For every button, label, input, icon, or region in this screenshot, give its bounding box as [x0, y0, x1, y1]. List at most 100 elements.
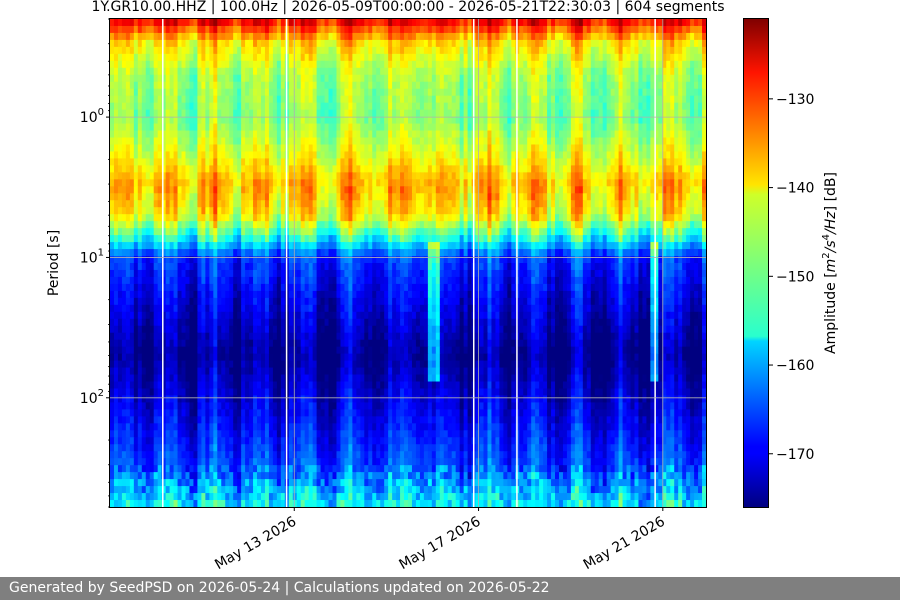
heatmap-cell [404, 235, 409, 243]
heatmap-cell [523, 88, 528, 97]
heatmap-cell [642, 193, 647, 201]
heatmap-cell [336, 207, 342, 215]
heatmap-cell [384, 81, 389, 90]
heatmap-cell [141, 207, 147, 215]
heatmap-cell [181, 81, 187, 90]
heatmap-cell [459, 242, 465, 250]
heatmap-cell [423, 25, 429, 34]
heatmap-cell [479, 207, 485, 215]
heatmap-cell [558, 39, 564, 48]
heatmap-cell [268, 123, 274, 132]
heatmap-cell [245, 95, 250, 104]
heatmap-cell [626, 60, 632, 69]
heatmap-cell [257, 242, 262, 250]
heatmap-cell [340, 172, 346, 180]
heatmap-cell [372, 32, 377, 41]
heatmap-cell [260, 242, 266, 250]
heatmap-cell [487, 193, 493, 201]
heatmap-cell [205, 109, 210, 118]
heatmap-cell [129, 53, 135, 62]
heatmap-cell [233, 151, 238, 160]
heatmap-cell [221, 74, 226, 83]
heatmap-cell [551, 81, 556, 90]
heatmap-cell [340, 193, 346, 201]
heatmap-cell [121, 207, 127, 215]
heatmap-cell [320, 74, 326, 83]
heatmap-cell [431, 172, 437, 180]
heatmap-cell [698, 193, 703, 201]
heatmap-cell [169, 67, 175, 76]
heatmap-cell [459, 214, 465, 222]
heatmap-cell [364, 179, 369, 187]
heatmap-cell [650, 214, 655, 222]
heatmap-cell [618, 67, 624, 76]
heatmap-cell [221, 207, 226, 215]
heatmap-cell [423, 81, 429, 90]
heatmap-cell [292, 137, 298, 146]
heatmap-cell [658, 228, 663, 236]
heatmap-cell [221, 158, 226, 166]
heatmap-cell [400, 25, 405, 34]
heatmap-cell [229, 151, 234, 160]
heatmap-cell [141, 74, 147, 83]
heatmap-cell [300, 158, 306, 166]
heatmap-cell [117, 158, 123, 166]
heatmap-cell [213, 109, 218, 118]
heatmap-cell [249, 102, 254, 111]
heatmap-cell [547, 186, 552, 194]
heatmap-cell [547, 151, 552, 160]
heatmap-cell [225, 19, 230, 27]
heatmap-cell [646, 25, 651, 34]
heatmap-cell [217, 60, 222, 69]
heatmap-cell [237, 130, 242, 139]
heatmap-cell [630, 193, 636, 201]
heatmap-cell [117, 116, 123, 125]
heatmap-cell [642, 151, 647, 160]
heatmap-cell [280, 46, 286, 55]
heatmap-cell [626, 81, 632, 90]
heatmap-cell [257, 95, 262, 104]
heatmap-cell [702, 81, 707, 90]
heatmap-cell [340, 207, 346, 215]
heatmap-cell [280, 165, 286, 173]
heatmap-cell [404, 95, 409, 104]
heatmap-cell [686, 228, 691, 236]
heatmap-cell [352, 235, 357, 243]
heatmap-cell [300, 179, 306, 187]
heatmap-cell [368, 74, 373, 83]
heatmap-cell [551, 53, 556, 62]
heatmap-cell [503, 53, 508, 62]
heatmap-cell [654, 221, 659, 229]
heatmap-cell [125, 60, 131, 69]
heatmap-cell [221, 81, 226, 90]
heatmap-cell [189, 200, 195, 208]
heatmap-cell [582, 67, 588, 76]
heatmap-cell [610, 228, 616, 236]
heatmap-cell [157, 39, 163, 48]
heatmap-cell [658, 179, 663, 187]
heatmap-cell [221, 46, 226, 55]
heatmap-cell [360, 130, 365, 139]
heatmap-cell [264, 165, 270, 173]
heatmap-cell [626, 207, 632, 215]
heatmap-cell [547, 88, 552, 97]
heatmap-cell [539, 235, 544, 243]
heatmap-cell [431, 186, 437, 194]
heatmap-cell [694, 130, 699, 139]
heatmap-cell [674, 235, 679, 243]
heatmap-cell [237, 235, 242, 243]
heatmap-cell [638, 19, 644, 27]
heatmap-cell [336, 158, 342, 166]
heatmap-cell [245, 116, 250, 125]
heatmap-cell [411, 165, 417, 173]
heatmap-cell [288, 32, 294, 41]
heatmap-cell [582, 116, 588, 125]
heatmap-cell [686, 116, 691, 125]
heatmap-cell [245, 123, 250, 132]
heatmap-cell [392, 200, 397, 208]
heatmap-cell [447, 179, 453, 187]
heatmap-cell [197, 116, 202, 125]
heatmap-cell [225, 221, 230, 229]
heatmap-cell [177, 186, 183, 194]
heatmap-cell [447, 25, 453, 34]
